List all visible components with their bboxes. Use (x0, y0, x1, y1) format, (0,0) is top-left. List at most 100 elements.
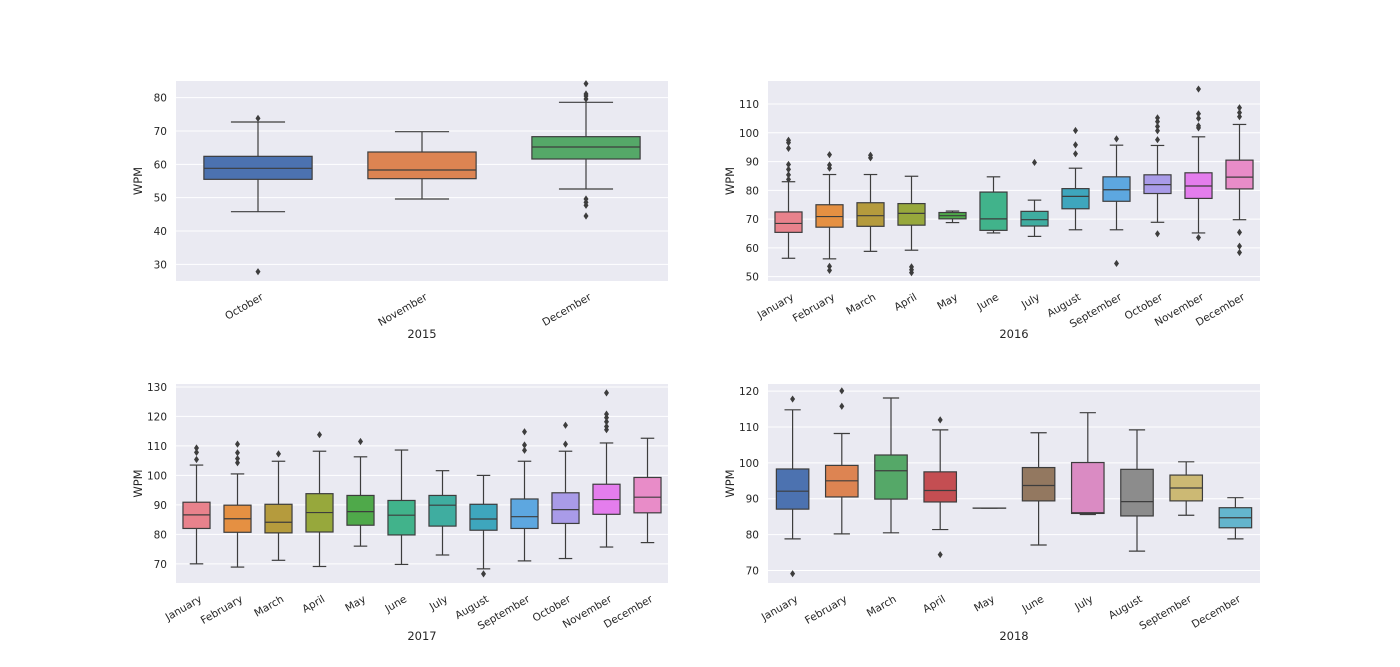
box-November (1184, 85, 1213, 242)
outlier-point (255, 114, 261, 122)
x-tick-label: April (892, 291, 919, 313)
outlier-point (1114, 259, 1119, 268)
outlier-point (583, 80, 589, 88)
y-tick-label: 90 (154, 500, 167, 512)
box-August (469, 474, 498, 578)
outlier-point (1073, 141, 1078, 149)
x-tick-label: June (1019, 593, 1046, 615)
outlier-point (235, 449, 240, 457)
box-December (633, 437, 662, 544)
iqr-box (367, 151, 477, 180)
box-September (1102, 135, 1131, 268)
iqr-box (1120, 468, 1154, 517)
box-June (387, 449, 416, 566)
outlier-point (1155, 127, 1160, 135)
box-April (923, 416, 958, 559)
iqr-box (387, 499, 416, 536)
y-tick-label: 100 (147, 470, 167, 482)
y-tick-label: 130 (147, 382, 167, 394)
y-axis-label: WPM (723, 469, 737, 497)
box-February (815, 151, 844, 274)
x-tick-label: June (382, 593, 409, 615)
y-tick-label: 40 (154, 226, 167, 238)
outlier-point (481, 570, 486, 578)
box-September (1169, 461, 1204, 516)
iqr-box (1070, 461, 1105, 515)
box-December (531, 80, 641, 220)
x-tick-label: July (1019, 291, 1042, 311)
outlier-point (1196, 85, 1201, 93)
y-tick-label: 80 (154, 93, 167, 105)
outlier-point (358, 437, 363, 446)
y-tick-label: 90 (746, 157, 759, 169)
y-tick-label: 80 (746, 530, 759, 542)
iqr-box (531, 136, 641, 160)
outlier-point (1196, 110, 1201, 118)
outlier-point (194, 455, 199, 464)
outlier-point (1237, 242, 1242, 250)
y-tick-label: 120 (739, 386, 759, 398)
box-June (1021, 432, 1056, 546)
outlier-point (563, 440, 568, 448)
outlier-point (255, 268, 261, 276)
outlier-point (1196, 114, 1201, 123)
x-tick-label: March (252, 593, 286, 619)
outlier-point (1073, 126, 1078, 135)
outlier-point (839, 402, 845, 410)
outlier-point (786, 165, 791, 173)
x-tick-label: June (974, 291, 1001, 313)
box-May (346, 437, 375, 547)
outlier-point (194, 444, 199, 452)
outlier-point (276, 450, 281, 458)
outlier-point (1155, 114, 1160, 122)
outlier-point (1114, 135, 1119, 143)
box-January (182, 444, 211, 565)
iqr-box (979, 191, 1008, 231)
iqr-box (923, 471, 958, 503)
outlier-point (1237, 228, 1242, 236)
outlier-point (786, 144, 791, 152)
x-tick-label: October (223, 291, 266, 323)
box-October (203, 114, 313, 276)
iqr-box (856, 202, 885, 227)
outlier-point (317, 431, 322, 439)
outlier-point (563, 421, 568, 429)
box-December (1218, 497, 1253, 540)
outlier-point (909, 263, 914, 271)
y-axis-label: WPM (131, 167, 145, 195)
x-tick-label: January (755, 291, 796, 322)
outlier-point (522, 428, 527, 436)
x-tick-label: July (427, 593, 450, 613)
y-tick-label: 120 (147, 411, 167, 423)
box-July (1020, 158, 1049, 237)
iqr-box (775, 468, 810, 510)
x-tick-label: March (844, 291, 878, 317)
box-December (1225, 104, 1254, 257)
y-axis-label: WPM (723, 167, 737, 195)
outlier-point (1237, 104, 1242, 112)
iqr-box (633, 476, 662, 514)
box-January (775, 395, 810, 578)
iqr-box (510, 498, 539, 530)
iqr-box (264, 503, 293, 534)
box-March (264, 450, 293, 561)
outlier-point (827, 262, 832, 270)
x-axis-label: 2016 (999, 327, 1028, 341)
y-tick-label: 110 (739, 422, 759, 434)
outlier-point (583, 195, 589, 203)
x-tick-label: July (1072, 593, 1095, 613)
y-tick-label: 110 (739, 99, 759, 111)
x-tick-label: May (935, 291, 960, 312)
x-tick-label: April (300, 593, 327, 615)
x-tick-label: August (1107, 593, 1145, 622)
outlier-point (583, 212, 589, 220)
y-tick-label: 50 (154, 193, 167, 205)
iqr-box (346, 494, 375, 526)
outlier-point (937, 416, 943, 424)
box-October (1143, 114, 1172, 238)
y-tick-label: 60 (746, 243, 759, 255)
outlier-point (604, 410, 609, 418)
